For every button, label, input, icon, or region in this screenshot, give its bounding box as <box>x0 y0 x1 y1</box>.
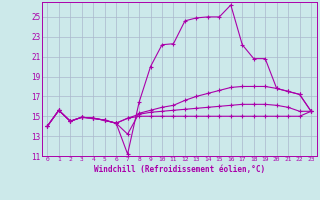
X-axis label: Windchill (Refroidissement éolien,°C): Windchill (Refroidissement éolien,°C) <box>94 165 265 174</box>
